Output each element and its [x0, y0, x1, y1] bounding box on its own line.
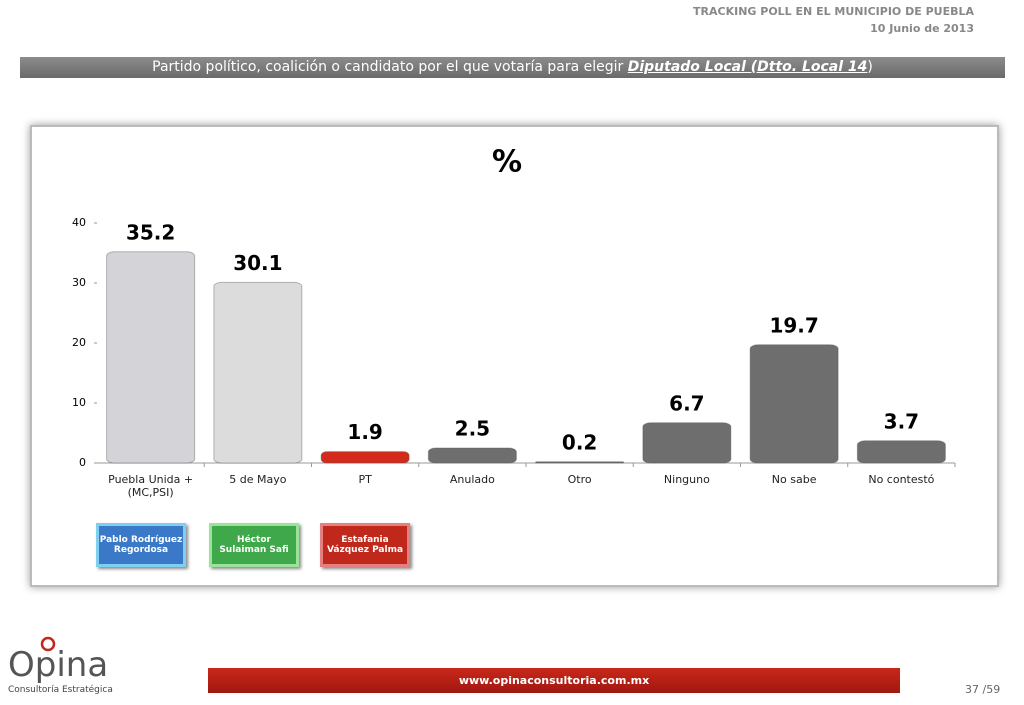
y-tick-label: 20	[72, 336, 86, 349]
bar	[642, 422, 732, 464]
page-number: 37 /59	[965, 683, 1001, 696]
logo-subtitle: Consultoría Estratégica	[8, 685, 113, 695]
value-label: 2.5	[455, 417, 490, 441]
logo-mark	[40, 636, 56, 652]
footer-url: www.opinaconsultoria.com.mx	[208, 668, 900, 693]
candidate-box: Héctor Sulaiman Safi	[209, 523, 299, 567]
y-tick-label: 30	[72, 276, 86, 289]
value-label: 1.9	[347, 420, 382, 444]
x-tick-label: 5 de Mayo	[229, 473, 287, 486]
chart-title: %	[492, 145, 522, 180]
subtitle: Partido político, coalición o candidato …	[20, 57, 1005, 78]
value-label: 6.7	[669, 391, 704, 415]
x-tick-label: No contestó	[868, 473, 935, 486]
bar	[320, 451, 410, 464]
candidate-box: Pablo Rodríguez Regordosa	[96, 523, 186, 567]
y-tick-label: 10	[72, 396, 86, 409]
bar	[535, 461, 625, 464]
subtitle-end: )	[867, 59, 873, 75]
subtitle-text: Partido político, coalición o candidato …	[152, 59, 628, 75]
bar	[106, 251, 196, 464]
header-title: TRACKING POLL EN EL MUNICIPIO DE PUEBLA	[693, 5, 974, 18]
x-tick-label: Puebla Unida + (MC,PSI)	[108, 473, 194, 499]
value-label: 35.2	[126, 220, 175, 244]
x-tick-label: Otro	[567, 473, 592, 486]
value-label: 19.7	[769, 313, 818, 337]
x-tick-label: PT	[358, 473, 372, 486]
value-label: 3.7	[884, 409, 919, 433]
candidate-box: Estafania Vázquez Palma	[320, 523, 410, 567]
y-tick-label: 40	[72, 216, 86, 229]
value-label: 0.2	[562, 430, 597, 454]
bar	[213, 281, 303, 464]
value-label: 30.1	[233, 251, 282, 275]
bar	[856, 440, 946, 464]
y-tick-label: 0	[79, 456, 86, 469]
subtitle-emph: Diputado Local (Dtto. Local 14	[627, 59, 868, 75]
bar	[749, 344, 839, 464]
x-tick-label: Ninguno	[663, 473, 710, 486]
x-tick-label: No sabe	[771, 473, 817, 486]
x-tick-label: Anulado	[449, 473, 495, 486]
header-date: 10 Junio de 2013	[870, 22, 974, 35]
bar	[427, 447, 517, 464]
logo: Opina	[8, 645, 109, 685]
